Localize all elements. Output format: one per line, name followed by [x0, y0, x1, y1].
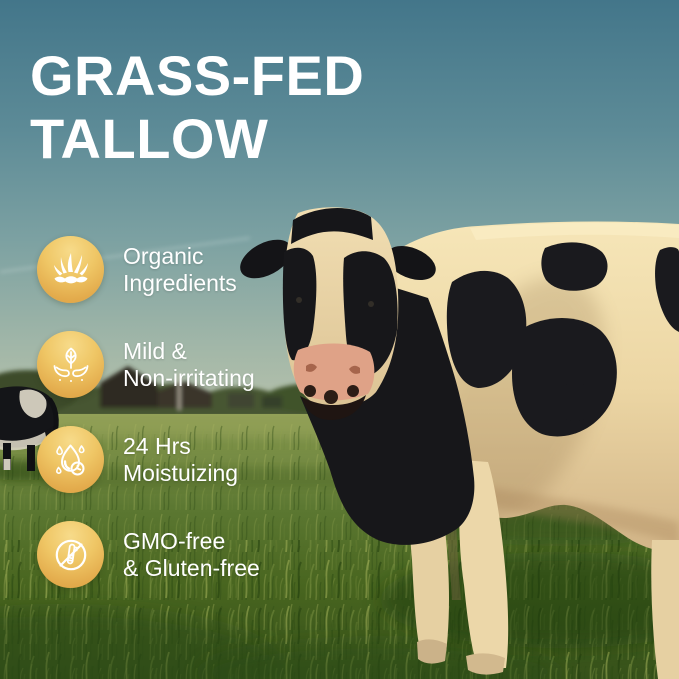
- no-test-tube-icon: [55, 539, 86, 570]
- feature-label: GMO-free & Gluten-free: [123, 527, 260, 581]
- cow-ears: [240, 239, 436, 280]
- cow-head: [282, 207, 399, 420]
- feature-label: Organic Ingredients: [123, 242, 237, 296]
- feature-24hrs-moisturizing: 24 Hrs Moistuizing: [37, 426, 367, 493]
- feature-badge: [37, 236, 104, 303]
- cow-neck: [300, 288, 475, 545]
- cow-body-patches: [446, 242, 679, 437]
- hands-leaf-icon: [53, 347, 88, 382]
- farm-buildings: [100, 366, 282, 408]
- cow-hind-leg: [651, 540, 679, 679]
- feature-label: Mild & Non-irritating: [123, 337, 255, 391]
- feature-mild-nonirritating: Mild & Non-irritating: [37, 331, 367, 398]
- feature-badge: [37, 331, 104, 398]
- feature-gmo-gluten-free: GMO-free & Gluten-free: [37, 521, 367, 588]
- main-cow: [240, 207, 679, 679]
- page-title: GRASS-FED TALLOW: [30, 44, 364, 170]
- utility-pole: [178, 374, 181, 410]
- feature-badge: [37, 426, 104, 493]
- cow-muzzle: [293, 343, 375, 420]
- feature-organic-ingredients: Organic Ingredients: [37, 236, 367, 303]
- grass-icon: [53, 252, 88, 283]
- title-line-1: GRASS-FED: [30, 44, 365, 107]
- water-drops-icon: [55, 444, 85, 475]
- title-line-2: TALLOW: [30, 107, 269, 170]
- feature-label: 24 Hrs Moistuizing: [123, 432, 239, 486]
- feature-badge: [37, 521, 104, 588]
